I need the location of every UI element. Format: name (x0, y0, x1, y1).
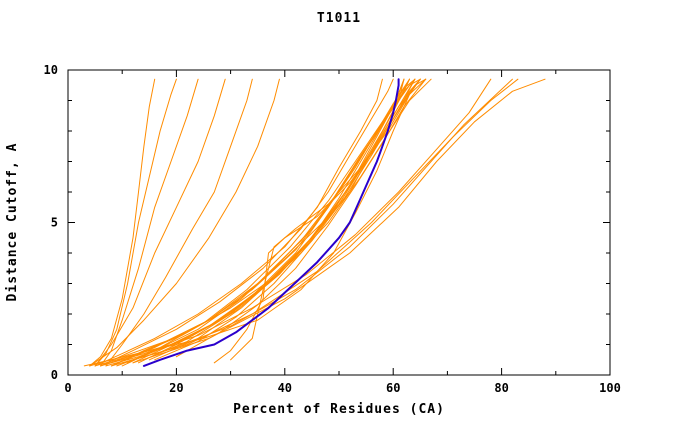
model-curve (100, 78, 492, 367)
model-curve (127, 78, 416, 364)
model-curve (121, 78, 519, 364)
model-curve (89, 78, 416, 367)
plot-area: 0 20 40 60 80 100 0 5 10 (44, 63, 621, 395)
y-tick-label: 5 (51, 216, 58, 230)
axis-box (67, 69, 611, 376)
x-tick-label: 40 (278, 381, 292, 395)
model-curve (132, 78, 546, 364)
model-curve (110, 78, 405, 367)
model-curve (100, 78, 394, 367)
y-tick-label: 10 (44, 63, 58, 77)
chart-title: T1011 (317, 11, 361, 26)
highlight-curve (142, 78, 400, 367)
x-axis-label: Percent of Residues (CA) (233, 402, 445, 417)
model-curve (89, 78, 156, 367)
model-curve (94, 78, 226, 367)
model-curve (132, 78, 410, 364)
x-tick-label: 20 (169, 381, 183, 395)
x-tick-label: 0 (64, 381, 71, 395)
model-curve (105, 78, 410, 367)
model-curve (100, 78, 410, 367)
x-tick-label: 80 (494, 381, 508, 395)
y-axis-label: Distance Cutoff, A (5, 143, 20, 302)
model-curve (89, 78, 280, 367)
model-curve (230, 78, 427, 361)
model-curve (154, 78, 421, 361)
model-curve (121, 78, 405, 367)
model-curve (138, 78, 427, 364)
y-tick-label: 0 (51, 368, 58, 382)
model-curve (94, 78, 383, 367)
x-tick-label: 60 (386, 381, 400, 395)
model-curve (175, 78, 427, 358)
model-curve (110, 78, 513, 367)
model-curve (94, 78, 177, 367)
x-tick-label: 100 (599, 381, 621, 395)
model-curve (105, 78, 253, 367)
model-curve (100, 78, 199, 367)
